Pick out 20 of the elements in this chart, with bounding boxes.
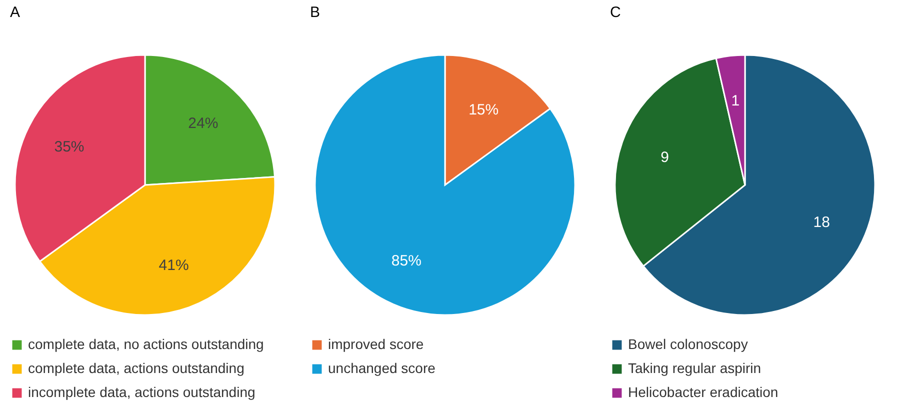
legend-label: complete data, actions outstanding xyxy=(28,360,244,376)
data-label: 41% xyxy=(158,256,189,274)
legend-label: improved score xyxy=(328,336,424,352)
legend-label: complete data, no actions outstanding xyxy=(28,336,264,352)
chart-title: B xyxy=(310,4,320,21)
data-label: 85% xyxy=(391,252,422,270)
data-label: 9 xyxy=(660,148,669,166)
chart-title: A xyxy=(10,4,20,21)
legend-label: unchanged score xyxy=(328,360,436,376)
chart-title: C xyxy=(610,4,621,21)
data-label: 15% xyxy=(468,101,499,118)
data-label: 1 xyxy=(731,92,740,110)
data-label: 18 xyxy=(813,214,830,231)
data-label: 35% xyxy=(54,138,84,156)
legend-label: Taking regular aspirin xyxy=(628,360,762,376)
legend-label: Helicobacter eradication xyxy=(628,384,778,400)
legend-label: incomplete data, actions outstanding xyxy=(28,384,256,400)
legend-label: Bowel colonoscopy xyxy=(628,336,748,352)
data-label: 24% xyxy=(188,115,218,132)
pie-slice xyxy=(314,54,576,316)
